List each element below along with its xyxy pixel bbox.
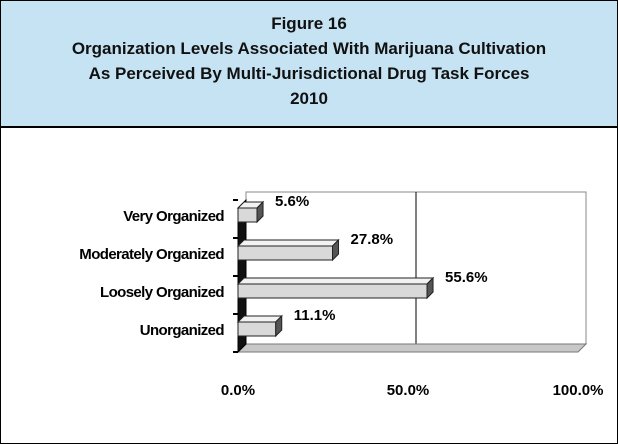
bar-face xyxy=(237,245,334,261)
plot-floor xyxy=(236,343,588,353)
figure-header: Figure 16 Organization Levels Associated… xyxy=(1,1,617,128)
figure-title: Organization Levels Associated With Mari… xyxy=(71,39,547,58)
figure-subtitle: As Perceived By Multi-Jurisdictional Dru… xyxy=(88,64,530,83)
x-tick-label: 100.0% xyxy=(553,382,604,399)
bar-side xyxy=(256,200,264,224)
bar-top xyxy=(236,277,435,285)
category-label: Unorganized xyxy=(140,322,225,339)
bar-side xyxy=(426,276,434,300)
category-label: Moderately Organized xyxy=(79,246,224,263)
x-tick-label: 50.0% xyxy=(387,382,430,399)
bar-face xyxy=(237,321,277,337)
category-label: Very Organized xyxy=(123,208,224,225)
data-label: 27.8% xyxy=(351,231,394,248)
bar-top xyxy=(236,239,340,247)
bar-side xyxy=(275,314,283,338)
bar-face xyxy=(237,207,258,223)
bar-top xyxy=(236,315,283,323)
data-label: 55.6% xyxy=(445,269,488,286)
figure-year: 2010 xyxy=(290,89,328,108)
bar-side xyxy=(332,238,340,262)
data-label: 11.1% xyxy=(294,307,336,324)
bar-face xyxy=(237,283,428,299)
figure-number: Figure 16 xyxy=(271,14,347,33)
x-tick-label: 0.0% xyxy=(221,382,255,399)
data-label: 5.6% xyxy=(275,193,309,210)
category-label: Loosely Organized xyxy=(100,284,224,301)
